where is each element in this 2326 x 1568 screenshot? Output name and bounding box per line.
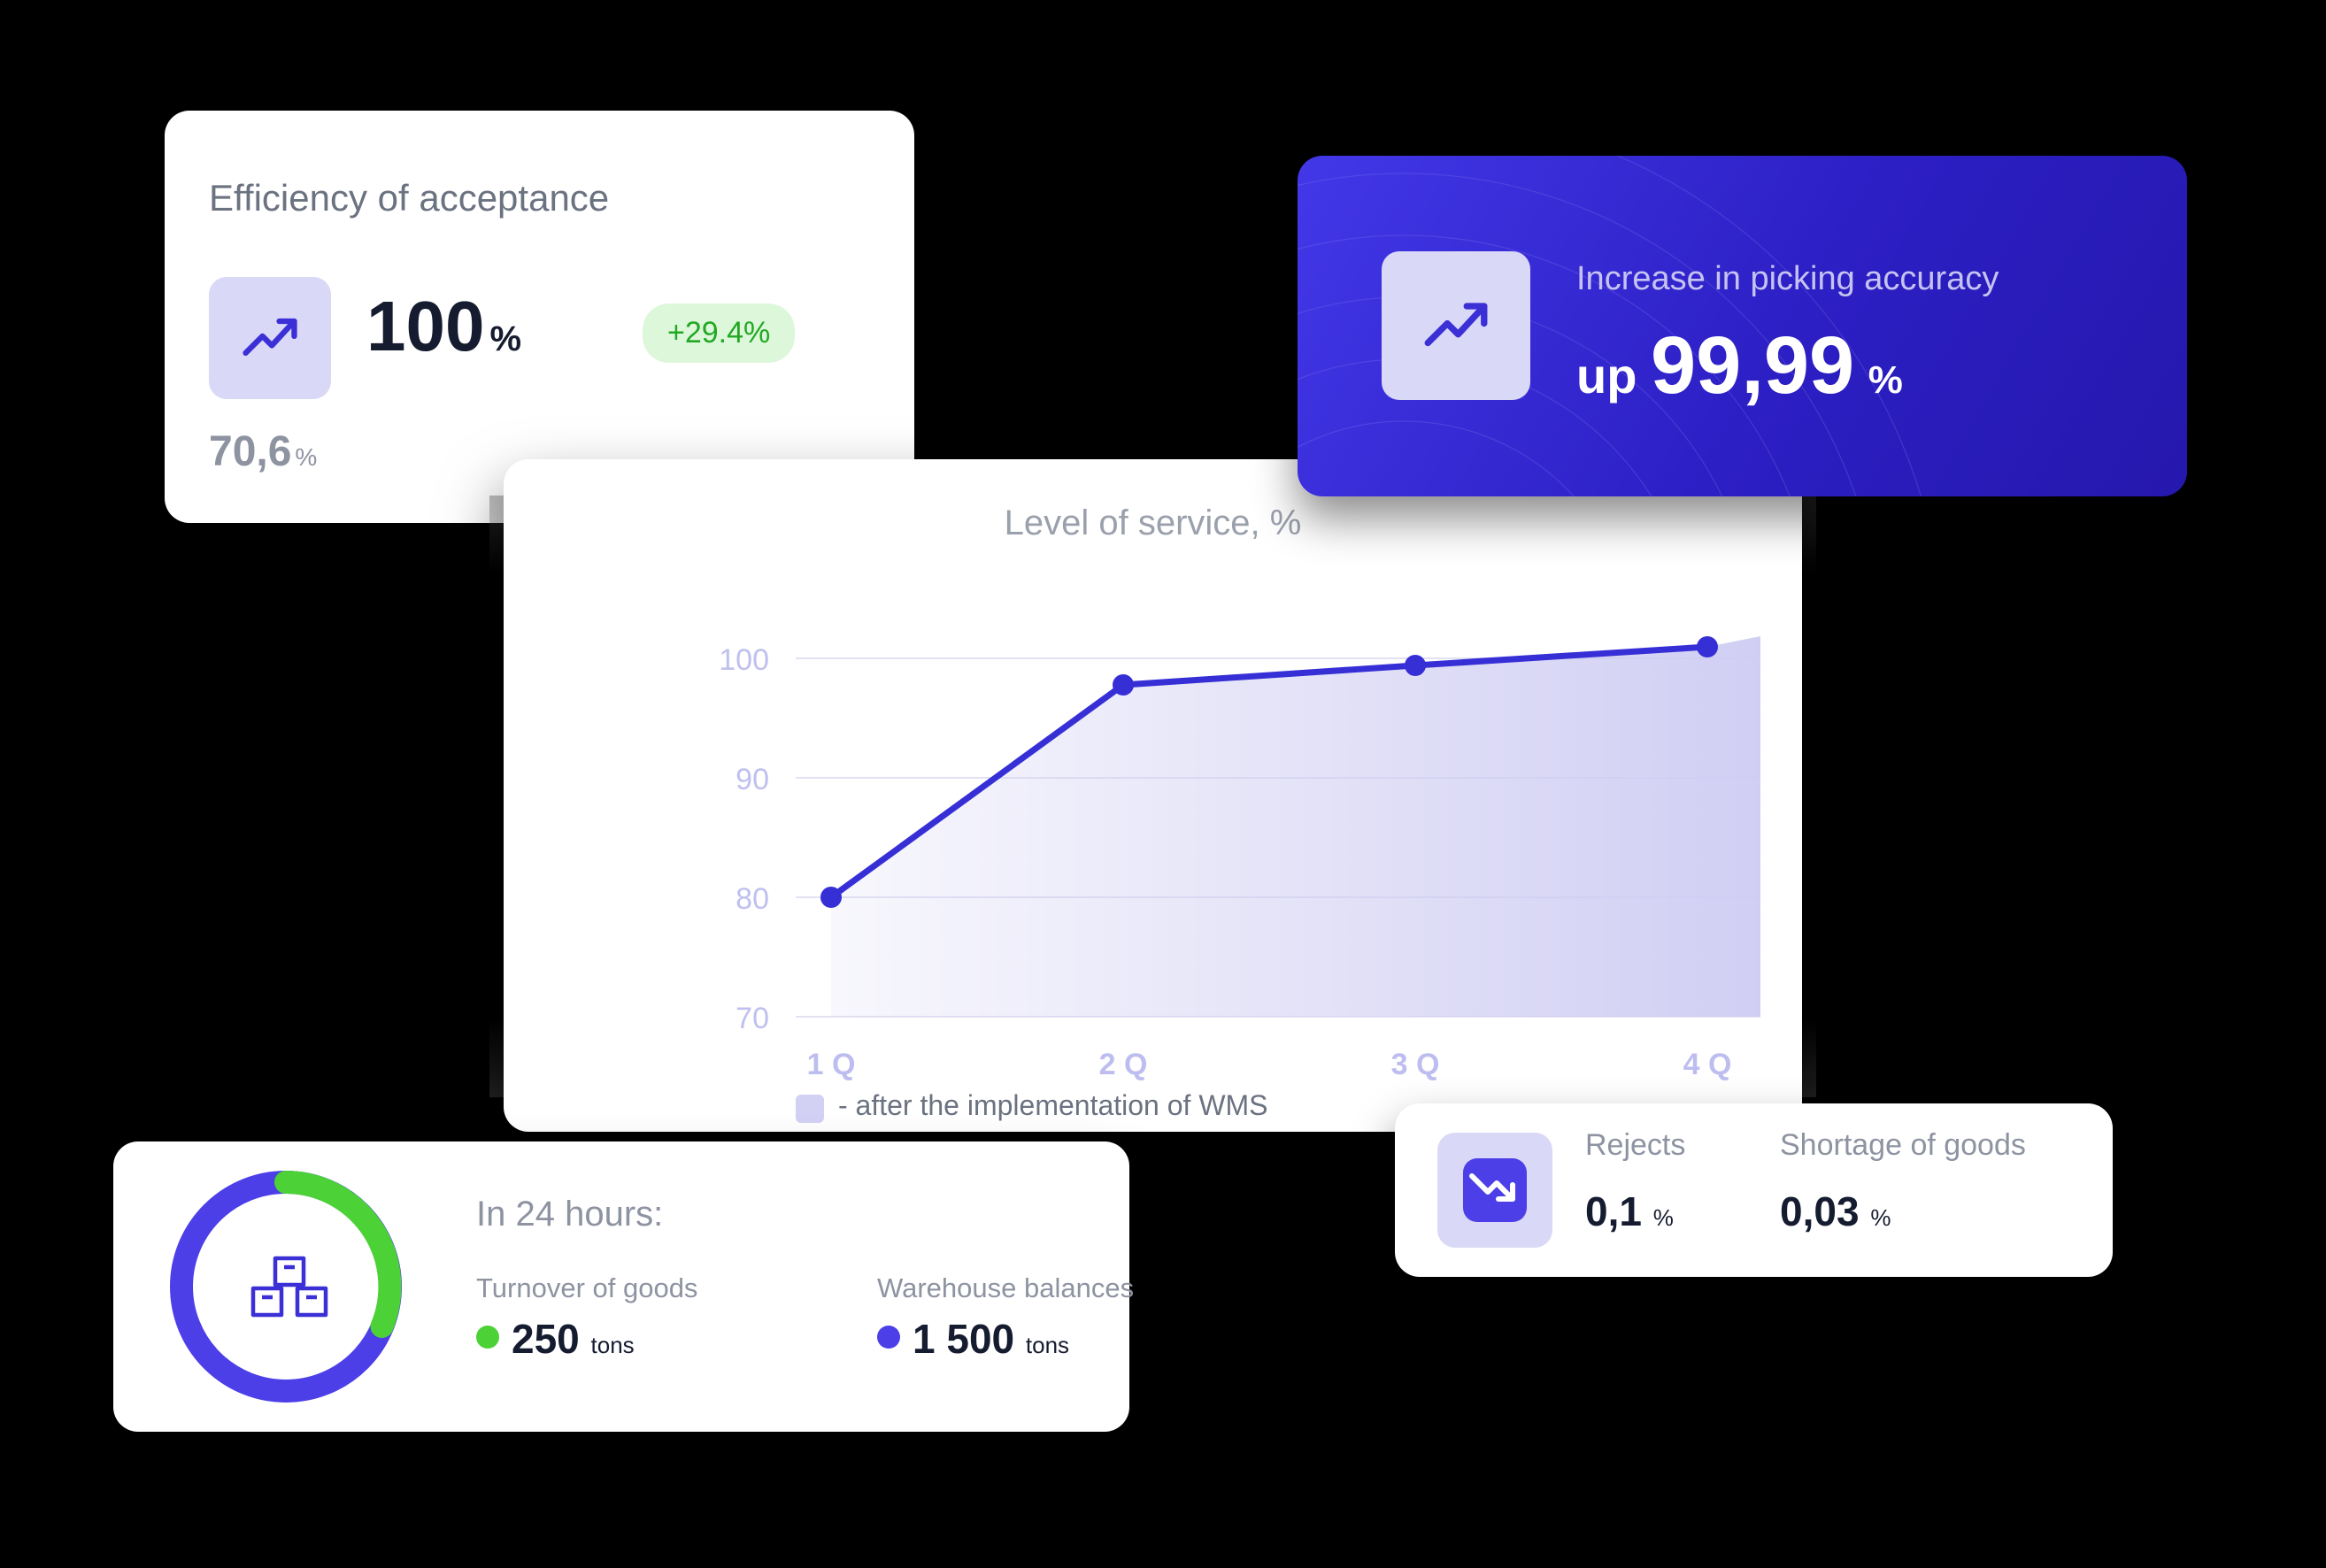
- svg-text:4 Q: 4 Q: [1683, 1048, 1732, 1081]
- svg-text:100: 100: [719, 643, 769, 677]
- svg-text:80: 80: [736, 882, 769, 916]
- svg-text:90: 90: [736, 763, 769, 796]
- svg-text:70: 70: [736, 1002, 769, 1035]
- svg-text:3 Q: 3 Q: [1391, 1048, 1440, 1081]
- svg-text:1 Q: 1 Q: [807, 1048, 856, 1081]
- svg-text:2 Q: 2 Q: [1099, 1048, 1148, 1081]
